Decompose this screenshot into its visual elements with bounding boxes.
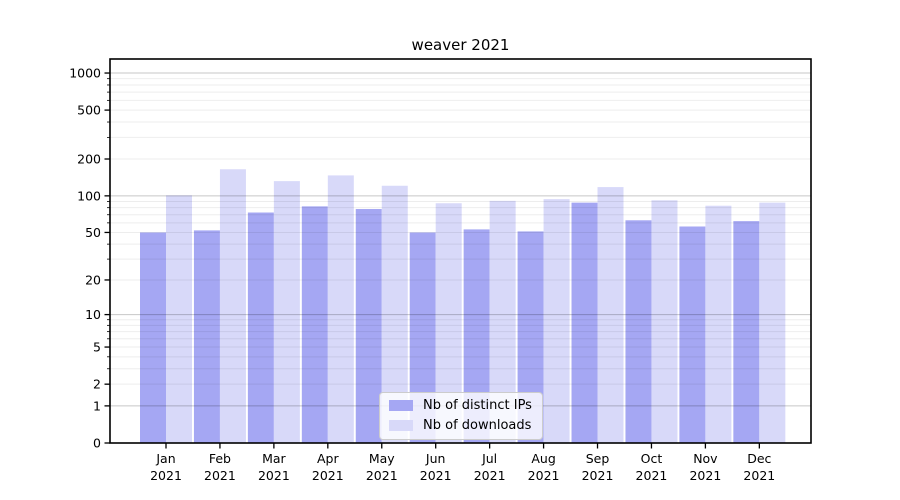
- x-tick-label-year: 2021: [689, 468, 721, 483]
- bar-distinct-ips-dec: [733, 221, 760, 443]
- x-tick-label-month: Aug: [531, 451, 555, 466]
- chart-title: weaver 2021: [411, 36, 510, 54]
- x-tick-label-month: Nov: [693, 451, 718, 466]
- y-tick-label: 100: [77, 188, 101, 203]
- x-tick-label-month: Apr: [317, 451, 339, 466]
- bar-downloads-jan: [166, 195, 192, 443]
- y-tick-label: 5: [93, 340, 101, 355]
- bar-distinct-ips-feb: [193, 230, 220, 443]
- y-tick-label: 10: [85, 307, 101, 322]
- y-tick-label: 1: [93, 398, 101, 413]
- x-tick-label-year: 2021: [312, 468, 344, 483]
- bar-distinct-ips-may: [355, 209, 382, 443]
- bar-distinct-ips-oct: [625, 220, 652, 443]
- x-tick-label-year: 2021: [636, 468, 668, 483]
- bar-downloads-sep: [597, 187, 624, 443]
- y-tick-label: 200: [77, 152, 101, 167]
- bar-distinct-ips-sep: [571, 202, 598, 443]
- y-tick-label: 500: [77, 103, 101, 118]
- x-tick-label-year: 2021: [743, 468, 775, 483]
- x-tick-label-month: Dec: [747, 451, 771, 466]
- legend-swatch-downloads: [389, 420, 413, 431]
- bar-downloads-aug: [543, 199, 570, 443]
- x-tick-label-month: Jul: [481, 451, 497, 466]
- bar-downloads-dec: [759, 202, 786, 443]
- x-tick-label-month: Oct: [641, 451, 663, 466]
- x-tick-label-month: Mar: [262, 451, 286, 466]
- legend: Nb of distinct IPs Nb of downloads: [379, 392, 543, 440]
- x-tick-label-year: 2021: [150, 468, 182, 483]
- x-tick-label-month: Feb: [209, 451, 231, 466]
- x-tick-label-month: Jan: [155, 451, 175, 466]
- y-tick-label: 1000: [69, 66, 101, 81]
- bar-downloads-oct: [651, 200, 678, 443]
- bar-downloads-apr: [327, 175, 354, 444]
- x-tick-label-month: May: [369, 451, 395, 466]
- x-tick-label-year: 2021: [420, 468, 452, 483]
- bar-distinct-ips-jan: [140, 232, 166, 443]
- legend-item-downloads: Nb of downloads: [389, 418, 532, 433]
- y-tick-label: 2: [93, 377, 101, 392]
- x-tick-label-month: Sep: [586, 451, 610, 466]
- bar-downloads-mar: [273, 181, 300, 443]
- x-tick-label-year: 2021: [258, 468, 290, 483]
- x-tick-label-year: 2021: [528, 468, 560, 483]
- bar-distinct-ips-apr: [301, 206, 328, 443]
- bar-downloads-feb: [219, 169, 246, 443]
- x-tick-label-year: 2021: [366, 468, 398, 483]
- x-tick-label-year: 2021: [582, 468, 614, 483]
- x-tick-label-month: Jun: [425, 451, 446, 466]
- axes-frame: [109, 58, 812, 444]
- bar-distinct-ips-nov: [679, 226, 706, 443]
- x-tick-label-year: 2021: [474, 468, 506, 483]
- legend-item-distinct-ips: Nb of distinct IPs: [389, 398, 532, 413]
- y-tick-label: 0: [93, 436, 101, 451]
- x-tick-label-year: 2021: [204, 468, 236, 483]
- bar-distinct-ips-mar: [247, 212, 274, 443]
- legend-label-downloads: Nb of downloads: [423, 418, 532, 433]
- legend-label-distinct-ips: Nb of distinct IPs: [423, 398, 532, 413]
- bar-downloads-nov: [705, 205, 732, 443]
- y-tick-label: 20: [85, 272, 101, 287]
- legend-swatch-distinct-ips: [389, 400, 413, 411]
- y-tick-label: 50: [85, 225, 101, 240]
